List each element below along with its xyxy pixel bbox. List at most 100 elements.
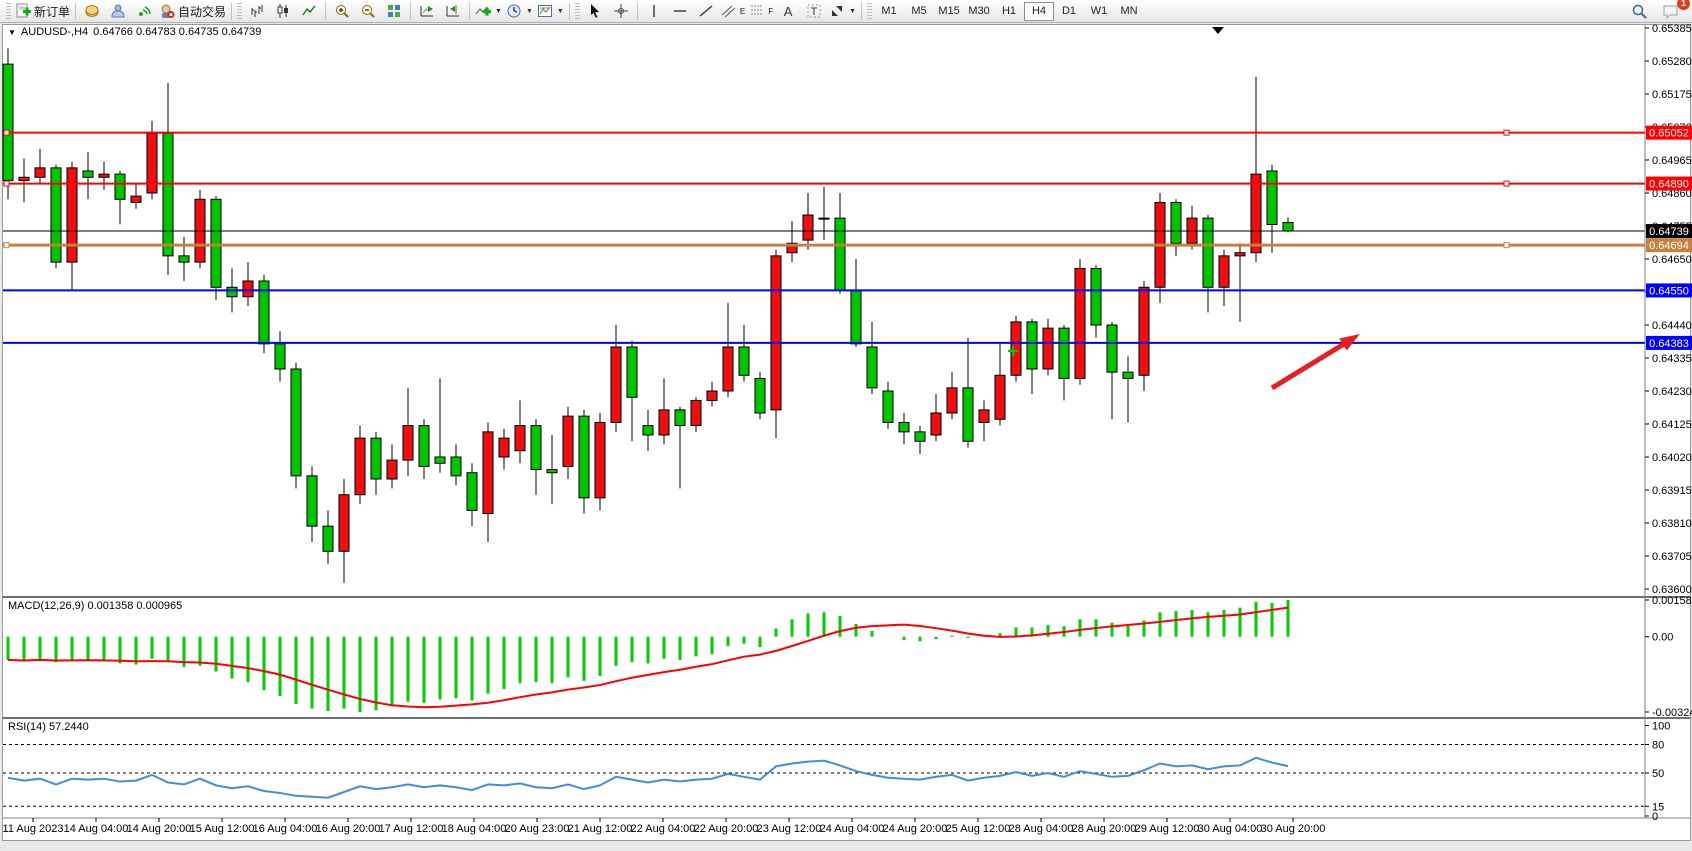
timeframe-button-M1[interactable]: M1	[881, 4, 897, 17]
horizontal-lines[interactable]	[3, 129, 1645, 344]
candle	[962, 387, 974, 442]
price-badge	[1646, 125, 1692, 140]
rsi-tick-label: 80	[1652, 740, 1664, 752]
line-handle[interactable]	[3, 180, 10, 187]
candle	[1026, 321, 1038, 370]
rsi-indicator-label: RSI(14) 57.2440	[8, 721, 89, 733]
timeframe-button-M5[interactable]: M5	[911, 4, 927, 17]
candle	[1122, 371, 1134, 379]
templates-button[interactable]: ▼	[535, 1, 566, 21]
candle	[450, 456, 462, 477]
timeframe-button-H1[interactable]: H1	[1001, 4, 1017, 17]
toolbar-drag-handle[interactable]	[6, 3, 11, 19]
toolbar-drag-handle[interactable]	[867, 3, 873, 19]
candle	[402, 425, 414, 461]
channel-tool-button[interactable]: E	[719, 1, 747, 21]
timeframe-button-M15[interactable]: M15	[938, 4, 960, 17]
candle	[594, 421, 606, 499]
candle	[834, 217, 846, 291]
chart-shift-marker-icon[interactable]	[1212, 27, 1224, 34]
periods-button[interactable]: ▼	[504, 1, 535, 21]
vertical-line-tool-button[interactable]	[641, 1, 667, 21]
cursor-button[interactable]	[582, 1, 608, 21]
candle	[482, 431, 494, 515]
autotrade-label: 自动交易	[178, 4, 227, 19]
tile-windows-icon	[386, 3, 402, 19]
timeframe-button-D1[interactable]: D1	[1061, 4, 1077, 17]
timeframe-button-M30[interactable]: M30	[968, 4, 990, 17]
trendline-tool-button[interactable]	[693, 1, 719, 21]
separator	[469, 2, 471, 20]
zoom-out-icon	[360, 3, 376, 19]
macd-axis: 0.001581 0.00 -0.003244	[1645, 595, 1692, 719]
quotes-button[interactable]	[79, 1, 105, 21]
candlestick-chart-icon	[275, 3, 291, 19]
indicators-icon	[475, 3, 492, 19]
line-handle[interactable]	[1503, 129, 1510, 136]
chevron-down-icon: ▼	[525, 7, 533, 15]
notifications-button[interactable]: 1	[1658, 0, 1690, 21]
autotrade-icon	[159, 3, 175, 19]
timeframe-button-H4[interactable]: H4	[1024, 1, 1055, 21]
price-badge-label: 0.64890	[1649, 179, 1689, 191]
zoom-in-button[interactable]	[329, 1, 355, 21]
line-handle[interactable]	[1503, 242, 1510, 249]
signal-button[interactable]	[131, 1, 157, 21]
trend-arrow-annotation[interactable]	[1270, 334, 1360, 391]
toolbar-drag-handle[interactable]	[237, 3, 243, 19]
zoom-out-button[interactable]	[355, 1, 381, 21]
label-tool-button[interactable]: T	[801, 1, 827, 21]
line-handle[interactable]	[1503, 180, 1510, 187]
toolbar-drag-handle[interactable]	[574, 3, 580, 19]
autotrade-button[interactable]: 自动交易	[157, 1, 228, 21]
price-badge	[1646, 176, 1692, 191]
candlestick-chart-button[interactable]	[270, 1, 296, 21]
price-badge-label: 0.64694	[1649, 240, 1689, 252]
tile-windows-button[interactable]	[381, 1, 407, 21]
candle	[1090, 267, 1102, 326]
search-button[interactable]	[1626, 1, 1652, 21]
candle	[354, 437, 366, 496]
chart-title: ▼ AUDUSD-,H4 0.64766 0.64783 0.64735 0.6…	[8, 26, 261, 38]
market-watch-button[interactable]	[105, 1, 131, 21]
line-chart-button[interactable]	[296, 1, 322, 21]
channel-letter: E	[739, 6, 746, 16]
zoom-in-icon	[334, 3, 350, 19]
separator	[75, 2, 77, 20]
horizontal-line-tool-button[interactable]	[667, 1, 693, 21]
line-handle[interactable]	[3, 129, 10, 136]
rsi-axis: 100 80 50 150	[1645, 721, 1670, 823]
crosshair-button[interactable]	[608, 1, 634, 21]
candle	[642, 425, 654, 436]
candle	[1202, 217, 1214, 288]
new-order-button[interactable]: 新订单	[13, 1, 72, 21]
text-tool-button[interactable]: A	[775, 1, 801, 21]
timeframe-button-W1[interactable]: W1	[1090, 4, 1108, 17]
auto-scroll-button[interactable]	[414, 1, 440, 21]
bar-chart-button[interactable]	[244, 1, 270, 21]
candle	[690, 399, 702, 427]
search-icon	[1631, 3, 1648, 20]
chart-shift-button[interactable]	[440, 1, 466, 21]
price-tick-label: 0.64230	[1652, 386, 1692, 398]
candle	[210, 198, 222, 288]
candle	[722, 346, 734, 392]
price-tick-label: 0.65385	[1652, 23, 1692, 35]
price-tick-label: 0.63915	[1652, 485, 1692, 497]
collapse-triangle-icon[interactable]: ▼	[8, 27, 16, 37]
fibonacci-tool-button[interactable]: F	[747, 1, 775, 21]
indicators-button[interactable]: ▼	[473, 1, 504, 21]
timeframe-button-MN[interactable]: MN	[1120, 4, 1138, 17]
time-tick-label: 16 Aug 04:00	[253, 823, 318, 835]
time-tick-label: 22 Aug 20:00	[694, 823, 759, 835]
price-axis: 0.653850.652800.651750.650700.649650.648…	[1645, 23, 1692, 596]
price-tick-label: 0.64335	[1652, 353, 1692, 365]
separator	[410, 2, 412, 20]
price-tick-label: 0.64860	[1652, 188, 1692, 200]
price-badge-label: 0.64383	[1649, 338, 1689, 350]
arrows-tool-button[interactable]: ▼	[827, 1, 858, 21]
time-tick-label: 18 Aug 04:00	[442, 823, 507, 835]
line-handle[interactable]	[3, 242, 10, 249]
